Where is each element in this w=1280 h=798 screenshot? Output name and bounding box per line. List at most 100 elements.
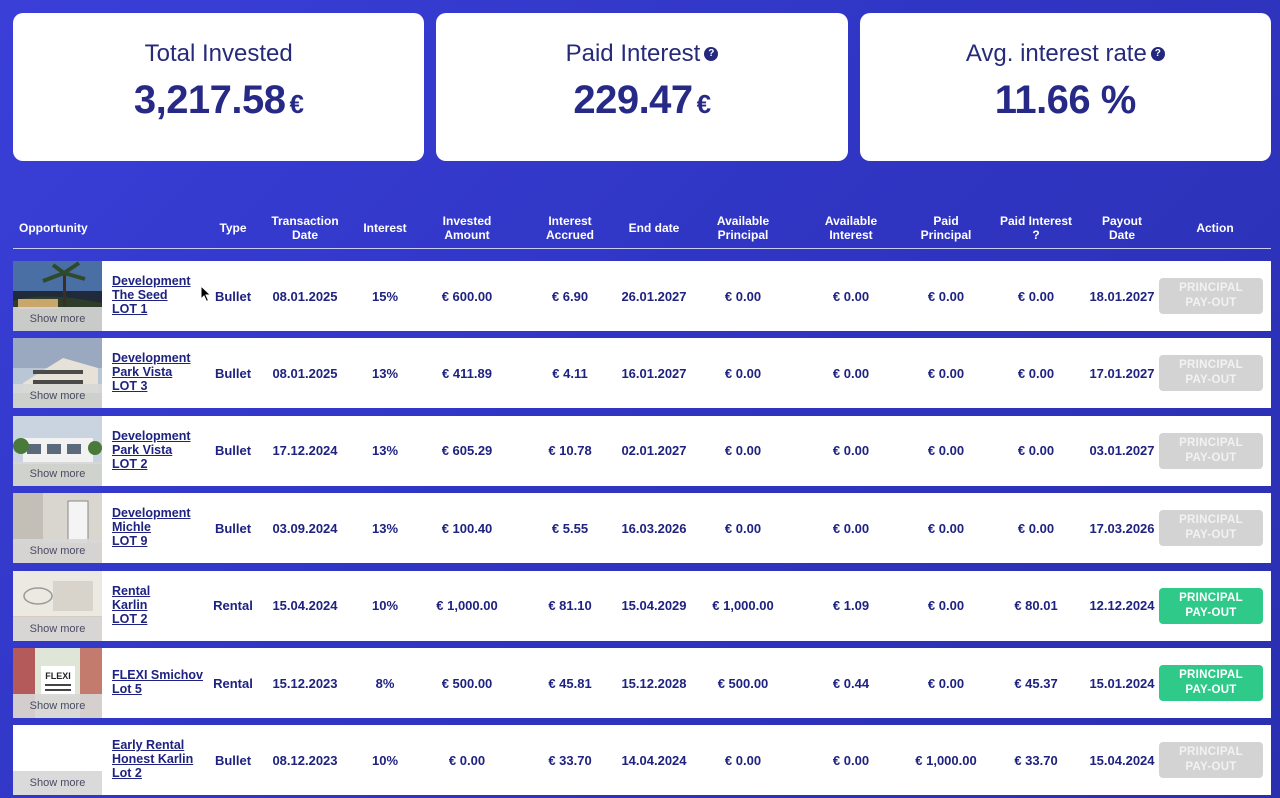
opportunity-thumbnail[interactable]: Show more [13, 415, 102, 486]
show-more-button[interactable]: Show more [13, 384, 102, 409]
cell-avail-interest: € 0.44 [832, 675, 870, 691]
cell-type: Bullet [214, 365, 252, 381]
total-invested-value: 3,217.58 € [134, 78, 304, 123]
show-more-button[interactable]: Show more [13, 616, 102, 641]
cell-invested: € 100.40 [441, 520, 493, 536]
button-line: PAY-OUT [1185, 374, 1237, 387]
cell-avail-interest: € 0.00 [832, 365, 870, 381]
show-more-button[interactable]: Show more [13, 694, 102, 718]
col-available-principal[interactable]: Available Principal [699, 208, 787, 248]
cell-type: Bullet [214, 752, 252, 768]
principal-payout-button: PRINCIPAL PAY-OUT [1159, 278, 1263, 314]
button-line: PAY-OUT [1185, 606, 1237, 619]
mouse-cursor-icon [200, 285, 212, 303]
opportunity-name-line: Development [112, 428, 191, 443]
opportunity-thumbnail[interactable]: FLEXI Show more [13, 648, 102, 718]
principal-payout-button[interactable]: PRINCIPAL PAY-OUT [1159, 587, 1263, 624]
table-row: Show more Development Park Vista LOT 3 Bulle… [13, 338, 1271, 409]
table-row: Show more Early Rental Honest Karlin Lot 2 B… [13, 725, 1271, 796]
col-paid-principal[interactable]: Paid Principal [901, 208, 991, 248]
col-opportunity[interactable]: Opportunity [19, 221, 88, 235]
cell-paid-interest: € 0.00 [1017, 520, 1055, 536]
show-more-button[interactable]: Show more [13, 539, 102, 564]
principal-payout-button[interactable]: PRINCIPAL PAY-OUT [1159, 665, 1263, 701]
opportunity-thumbnail[interactable]: Show more [13, 725, 102, 796]
opportunity-link[interactable]: Early Rental Honest Karlin Lot 2 [112, 738, 193, 780]
cell-payout-date: 15.04.2024 [1089, 752, 1155, 768]
cell-accrued: € 5.55 [551, 520, 589, 536]
card-title: Paid Interest? [566, 40, 719, 68]
header-line: Invested [442, 214, 492, 228]
opportunity-link[interactable]: Development The Seed LOT 1 [112, 274, 191, 316]
col-interest[interactable]: Interest [363, 221, 407, 235]
opportunity-link[interactable]: FLEXI Smichov Lot 5 [112, 668, 203, 696]
opportunity-name-line: Early Rental [112, 738, 185, 753]
col-type[interactable]: Type [219, 221, 247, 235]
cell-avail-interest: € 0.00 [832, 752, 870, 768]
cell-interest: 13% [371, 443, 399, 459]
opportunity-link[interactable]: Development Park Vista LOT 3 [112, 351, 191, 393]
col-transaction-date[interactable]: Transaction Date [263, 208, 347, 248]
header-line: Amount [444, 228, 490, 242]
cell-avail-principal: € 0.00 [724, 520, 762, 536]
header-line: Date [291, 228, 318, 242]
cell-avail-interest: € 0.00 [832, 443, 870, 459]
opportunity-name-line: Lot 5 [112, 682, 142, 696]
cell-invested: € 600.00 [441, 288, 493, 304]
header-line: Payout [1101, 214, 1142, 228]
button-line: PAY-OUT [1185, 529, 1237, 542]
opportunity-link[interactable]: Rental Karlin LOT 2 [112, 584, 150, 626]
button-line: PRINCIPAL [1179, 746, 1243, 759]
paid-interest-value: 229.47 € [573, 78, 711, 123]
col-available-interest[interactable]: Available Interest [807, 208, 895, 248]
principal-payout-button: PRINCIPAL PAY-OUT [1159, 355, 1263, 392]
cell-avail-principal: € 0.00 [724, 365, 762, 381]
cell-avail-principal: € 0.00 [724, 288, 762, 304]
cell-accrued: € 4.11 [552, 365, 588, 381]
cell-type: Bullet [214, 520, 252, 536]
col-payout-date[interactable]: Payout Date [1083, 208, 1161, 248]
col-interest-accrued[interactable]: Interest Accrued [527, 208, 613, 248]
cell-type: Bullet [214, 288, 252, 304]
button-line: PRINCIPAL [1179, 514, 1243, 527]
col-invested-amount[interactable]: Invested Amount [423, 208, 511, 248]
show-more-button[interactable]: Show more [13, 771, 102, 796]
cell-payout-date: 03.01.2027 [1089, 443, 1155, 459]
help-icon[interactable]: ? [704, 47, 719, 61]
button-line: PAY-OUT [1185, 761, 1237, 774]
opportunity-name-line: LOT 1 [112, 302, 148, 316]
opportunity-link[interactable]: Development Michle LOT 9 [112, 506, 191, 548]
principal-payout-button: PRINCIPAL PAY-OUT [1159, 742, 1263, 779]
cell-accrued: € 33.70 [548, 752, 592, 768]
opportunity-thumbnail[interactable]: Show more [13, 338, 102, 409]
principal-payout-button: PRINCIPAL PAY-OUT [1159, 432, 1263, 469]
header-line: Transaction [271, 214, 339, 228]
opportunity-name-line: Development [112, 506, 191, 521]
value-number: 229.47 [573, 78, 693, 122]
opportunity-thumbnail[interactable]: Show more [13, 493, 102, 564]
help-icon[interactable]: ? [1150, 47, 1165, 61]
cell-tx-date: 08.01.2025 [272, 288, 338, 304]
show-more-button[interactable]: Show more [13, 461, 102, 486]
avg-interest-rate-value: 11.66 % [994, 78, 1137, 122]
opportunity-name-line: Honest Karlin [112, 752, 194, 767]
cell-paid-interest: € 33.70 [1014, 752, 1058, 768]
col-paid-interest[interactable]: Paid Interest? [989, 208, 1083, 248]
help-icon[interactable]: ? [1032, 228, 1040, 242]
cell-payout-date: 17.03.2026 [1089, 520, 1155, 536]
table-row: Show more Development The Seed LOT 1 Bullet 0… [13, 261, 1271, 331]
cell-paid-principal: € 0.00 [927, 365, 965, 381]
cell-end-date: 26.01.2027 [621, 288, 687, 304]
opportunity-thumbnail[interactable]: Show more [13, 261, 102, 331]
cell-accrued: € 81.10 [548, 598, 592, 614]
cell-end-date: 16.01.2027 [621, 365, 687, 381]
opportunity-thumbnail[interactable]: Show more [13, 570, 102, 641]
cell-type: Bullet [214, 443, 252, 459]
table-row: Show more Rental Karlin LOT 2 Rental 15.04.20… [13, 570, 1271, 641]
cell-accrued: € 45.81 [548, 675, 592, 691]
opportunity-link[interactable]: Development Park Vista LOT 2 [112, 429, 191, 471]
cell-paid-principal: € 0.00 [927, 288, 965, 304]
col-end-date[interactable]: End date [628, 221, 680, 235]
show-more-button[interactable]: Show more [13, 307, 102, 331]
header-line: Available [716, 214, 770, 228]
